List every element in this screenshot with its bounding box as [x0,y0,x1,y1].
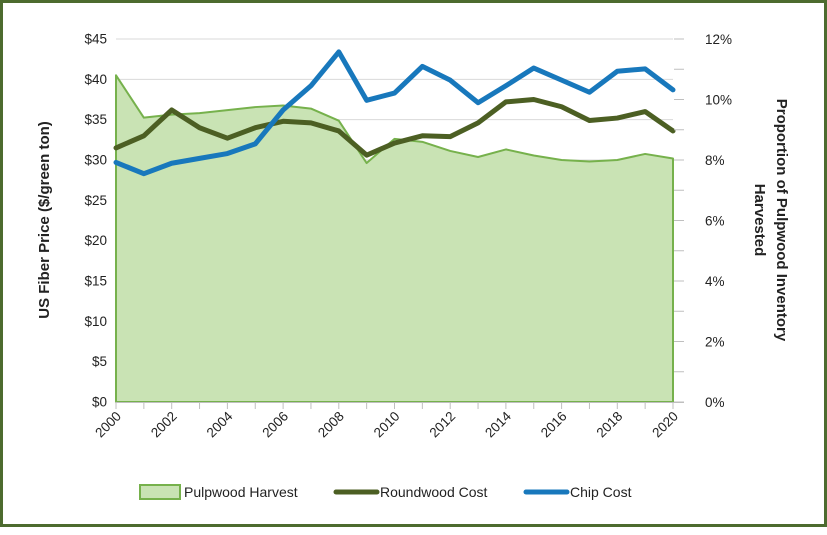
x-axis-tick-label: 2002 [148,409,180,441]
right-axis-tick-label: 10% [705,93,732,108]
right-axis-tick-label: 4% [705,274,725,289]
right-axis-tick-label: 6% [705,214,725,229]
left-axis-tick-label: $40 [84,72,107,87]
left-axis-tick-label: $30 [84,153,107,168]
x-axis-tick-label: 2014 [482,408,514,440]
legend-label: Pulpwood Harvest [184,484,298,500]
x-axis-tick-label: 2020 [649,409,681,441]
x-axis-tick-label: 2006 [259,409,291,441]
left-axis-tick-label: $35 [84,112,107,127]
left-axis-tick-label: $20 [84,233,107,248]
x-axis-tick-label: 2004 [204,408,236,440]
legend-item-roundwood-cost: Roundwood Cost [333,484,488,500]
pulpwood-harvest-area [115,74,674,403]
legend-label: Chip Cost [570,484,632,500]
right-axis-tick-label: 12% [705,32,732,47]
left-axis-tick-label: $5 [92,354,107,369]
legend: Pulpwood Harvest Roundwood Cost Chip Cost [139,484,632,500]
left-axis-tick-label: $25 [84,193,107,208]
left-axis-tick-label: $45 [84,32,107,47]
left-axis-title: US Fiber Price ($/green ton) [36,121,53,319]
left-axis-tick-label: $10 [84,314,107,329]
axes [115,38,684,409]
plot-series [113,49,676,403]
legend-item-pulpwood-harvest: Pulpwood Harvest [139,484,298,500]
chip-cost-line [113,49,676,177]
left-axis-tick-label: $15 [84,274,107,289]
right-axis-tick-label: 2% [705,335,725,350]
right-axis-title-line2: Harvested [751,184,768,257]
x-axis-tick-label: 2016 [538,409,570,441]
roundwood-cost-line [113,97,676,158]
left-axis-tick-label: $0 [92,395,107,410]
right-axis-tick-label: 0% [705,395,725,410]
x-axis-tick-label: 2010 [371,409,403,441]
right-axis-tick-label: 8% [705,153,725,168]
legend-item-chip-cost: Chip Cost [523,484,632,500]
x-axis-tick-label: 2012 [426,409,458,441]
x-axis-tick-label: 2000 [92,409,124,441]
right-axis-title-line1: Proportion of Pulpwood Inventory [773,99,790,342]
x-axis-tick-label: 2018 [594,409,626,441]
x-axis-tick-label: 2008 [315,409,347,441]
legend-area-swatch [139,484,181,500]
pulpwood-price-chart: $0 $5 $10 $15 $20 $25 $30 $35 $40 $45 0% 2% 4% 6% 8% 10… [36,32,790,500]
legend-label: Roundwood Cost [380,484,488,500]
